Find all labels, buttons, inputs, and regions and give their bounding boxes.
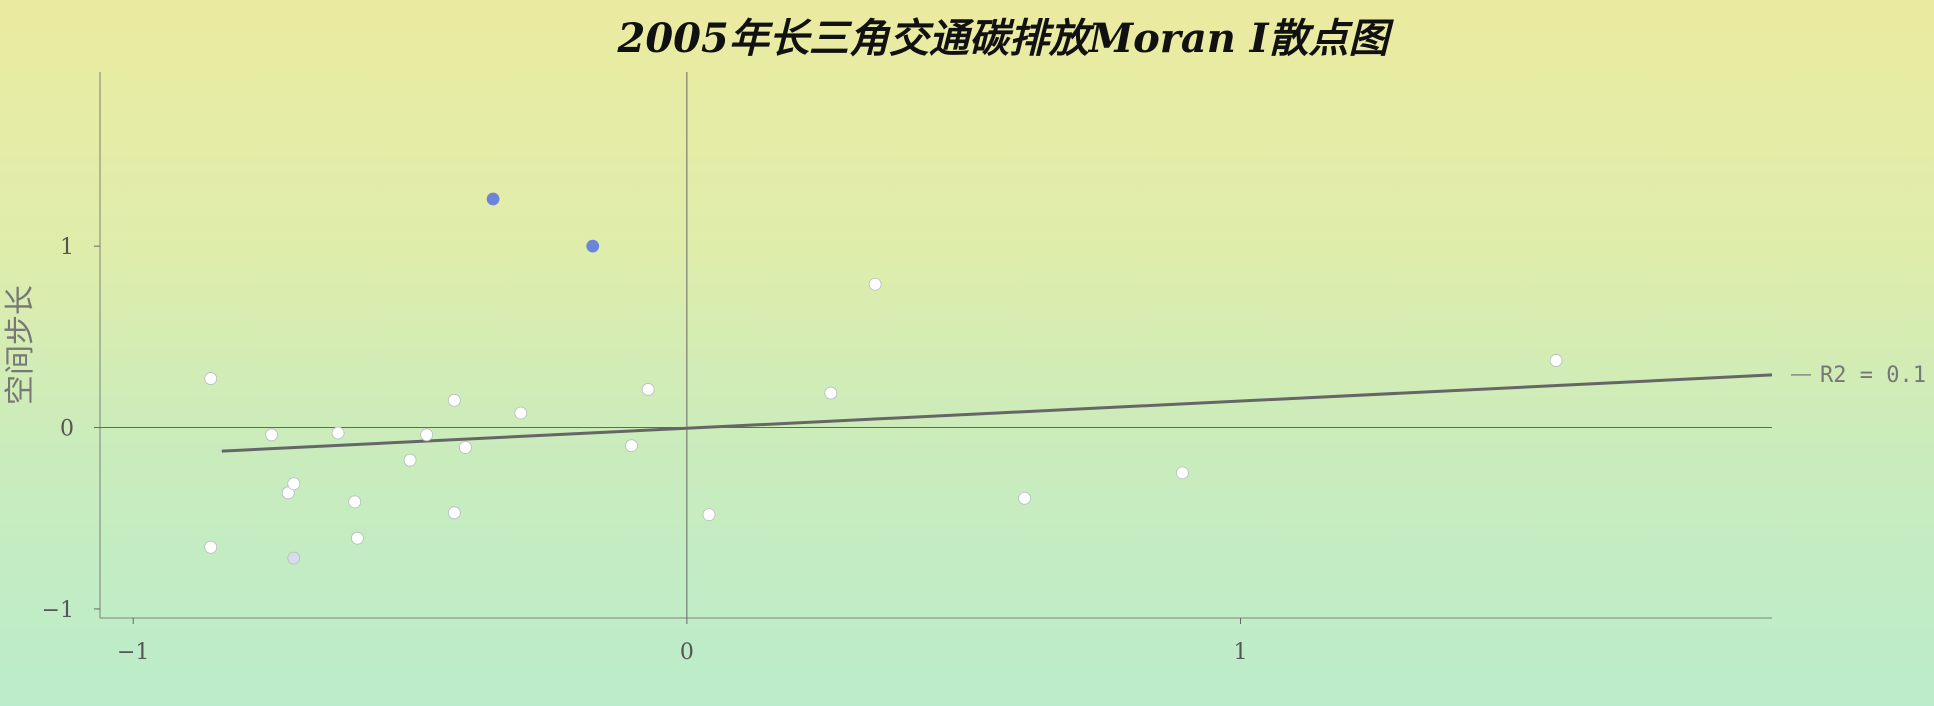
y-tick-label: 0: [60, 417, 74, 442]
data-point: [641, 383, 655, 396]
data-point: [824, 386, 838, 400]
data-point: [348, 495, 362, 509]
data-point: [868, 277, 882, 291]
legend-label: R2 = 0.1: [1820, 363, 1926, 388]
highlighted-point: [486, 192, 500, 206]
data-point: [403, 453, 417, 467]
data-point: [702, 508, 716, 522]
y-axis-label: 空间步长: [3, 285, 38, 405]
data-point: [351, 531, 364, 545]
highlighted-point: [586, 239, 600, 253]
regression-line: [221, 373, 1773, 453]
regression-line-group: [221, 373, 1773, 453]
x-tick-label: 0: [680, 640, 694, 665]
chart-title: 2005年长三角交通碳排放Moran I散点图: [617, 15, 1395, 62]
data-point: [420, 428, 434, 442]
data-point: [331, 426, 345, 440]
legend: R2 = 0.1: [1791, 363, 1926, 388]
data-point: [514, 406, 528, 420]
data-point: [447, 393, 461, 407]
data-point: [459, 441, 472, 454]
data-point: [265, 428, 279, 442]
x-tick-label: 1: [1234, 640, 1248, 665]
axes-group: −1 0 1 −1 0 1: [42, 72, 1772, 665]
data-point: [287, 477, 301, 491]
data-point: [1549, 354, 1563, 367]
data-point: [1175, 466, 1189, 480]
data-point: [625, 439, 638, 453]
x-tick-label: −1: [117, 640, 149, 665]
y-tick-label: 1: [60, 235, 74, 260]
data-point: [447, 506, 461, 520]
data-point: [204, 540, 218, 554]
points-group: [204, 192, 1563, 565]
data-point: [1018, 491, 1031, 505]
y-tick-label: −1: [42, 598, 74, 623]
pale-point: [287, 551, 301, 565]
data-point: [204, 372, 218, 385]
